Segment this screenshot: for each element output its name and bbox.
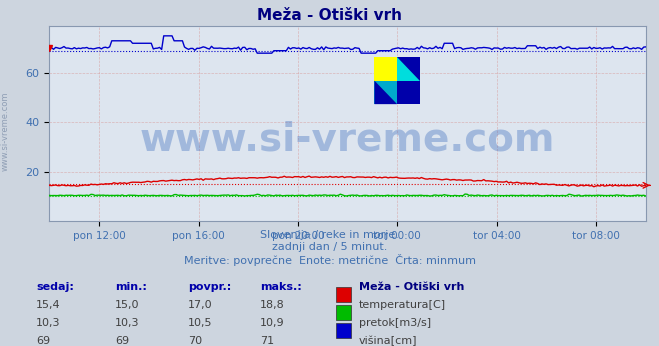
Text: zadnji dan / 5 minut.: zadnji dan / 5 minut. xyxy=(272,242,387,252)
Bar xyxy=(397,81,420,104)
Text: 10,5: 10,5 xyxy=(188,318,212,328)
Text: 10,9: 10,9 xyxy=(260,318,285,328)
Text: sedaj:: sedaj: xyxy=(36,282,74,292)
Text: višina[cm]: višina[cm] xyxy=(359,336,418,346)
Text: pretok[m3/s]: pretok[m3/s] xyxy=(359,318,431,328)
Text: 17,0: 17,0 xyxy=(188,300,212,310)
Text: maks.:: maks.: xyxy=(260,282,302,292)
Text: Meža - Otiški vrh: Meža - Otiški vrh xyxy=(257,8,402,22)
Text: Slovenija / reke in morje.: Slovenija / reke in morje. xyxy=(260,230,399,240)
Text: povpr.:: povpr.: xyxy=(188,282,231,292)
Text: 71: 71 xyxy=(260,336,274,346)
Text: 69: 69 xyxy=(115,336,129,346)
Text: 15,4: 15,4 xyxy=(36,300,61,310)
Text: www.si-vreme.com: www.si-vreme.com xyxy=(140,120,556,158)
Polygon shape xyxy=(374,81,397,104)
Text: temperatura[C]: temperatura[C] xyxy=(359,300,446,310)
Text: 18,8: 18,8 xyxy=(260,300,285,310)
Text: 70: 70 xyxy=(188,336,202,346)
Text: min.:: min.: xyxy=(115,282,147,292)
Text: 15,0: 15,0 xyxy=(115,300,140,310)
Text: Meritve: povprečne  Enote: metrične  Črta: minmum: Meritve: povprečne Enote: metrične Črta:… xyxy=(183,254,476,266)
Text: 10,3: 10,3 xyxy=(115,318,140,328)
Bar xyxy=(374,81,397,104)
Polygon shape xyxy=(397,57,420,81)
Text: Meža - Otiški vrh: Meža - Otiški vrh xyxy=(359,282,465,292)
Bar xyxy=(374,57,397,81)
Text: 10,3: 10,3 xyxy=(36,318,61,328)
Text: 69: 69 xyxy=(36,336,50,346)
Text: www.si-vreme.com: www.si-vreme.com xyxy=(1,92,10,171)
Bar xyxy=(397,57,420,81)
